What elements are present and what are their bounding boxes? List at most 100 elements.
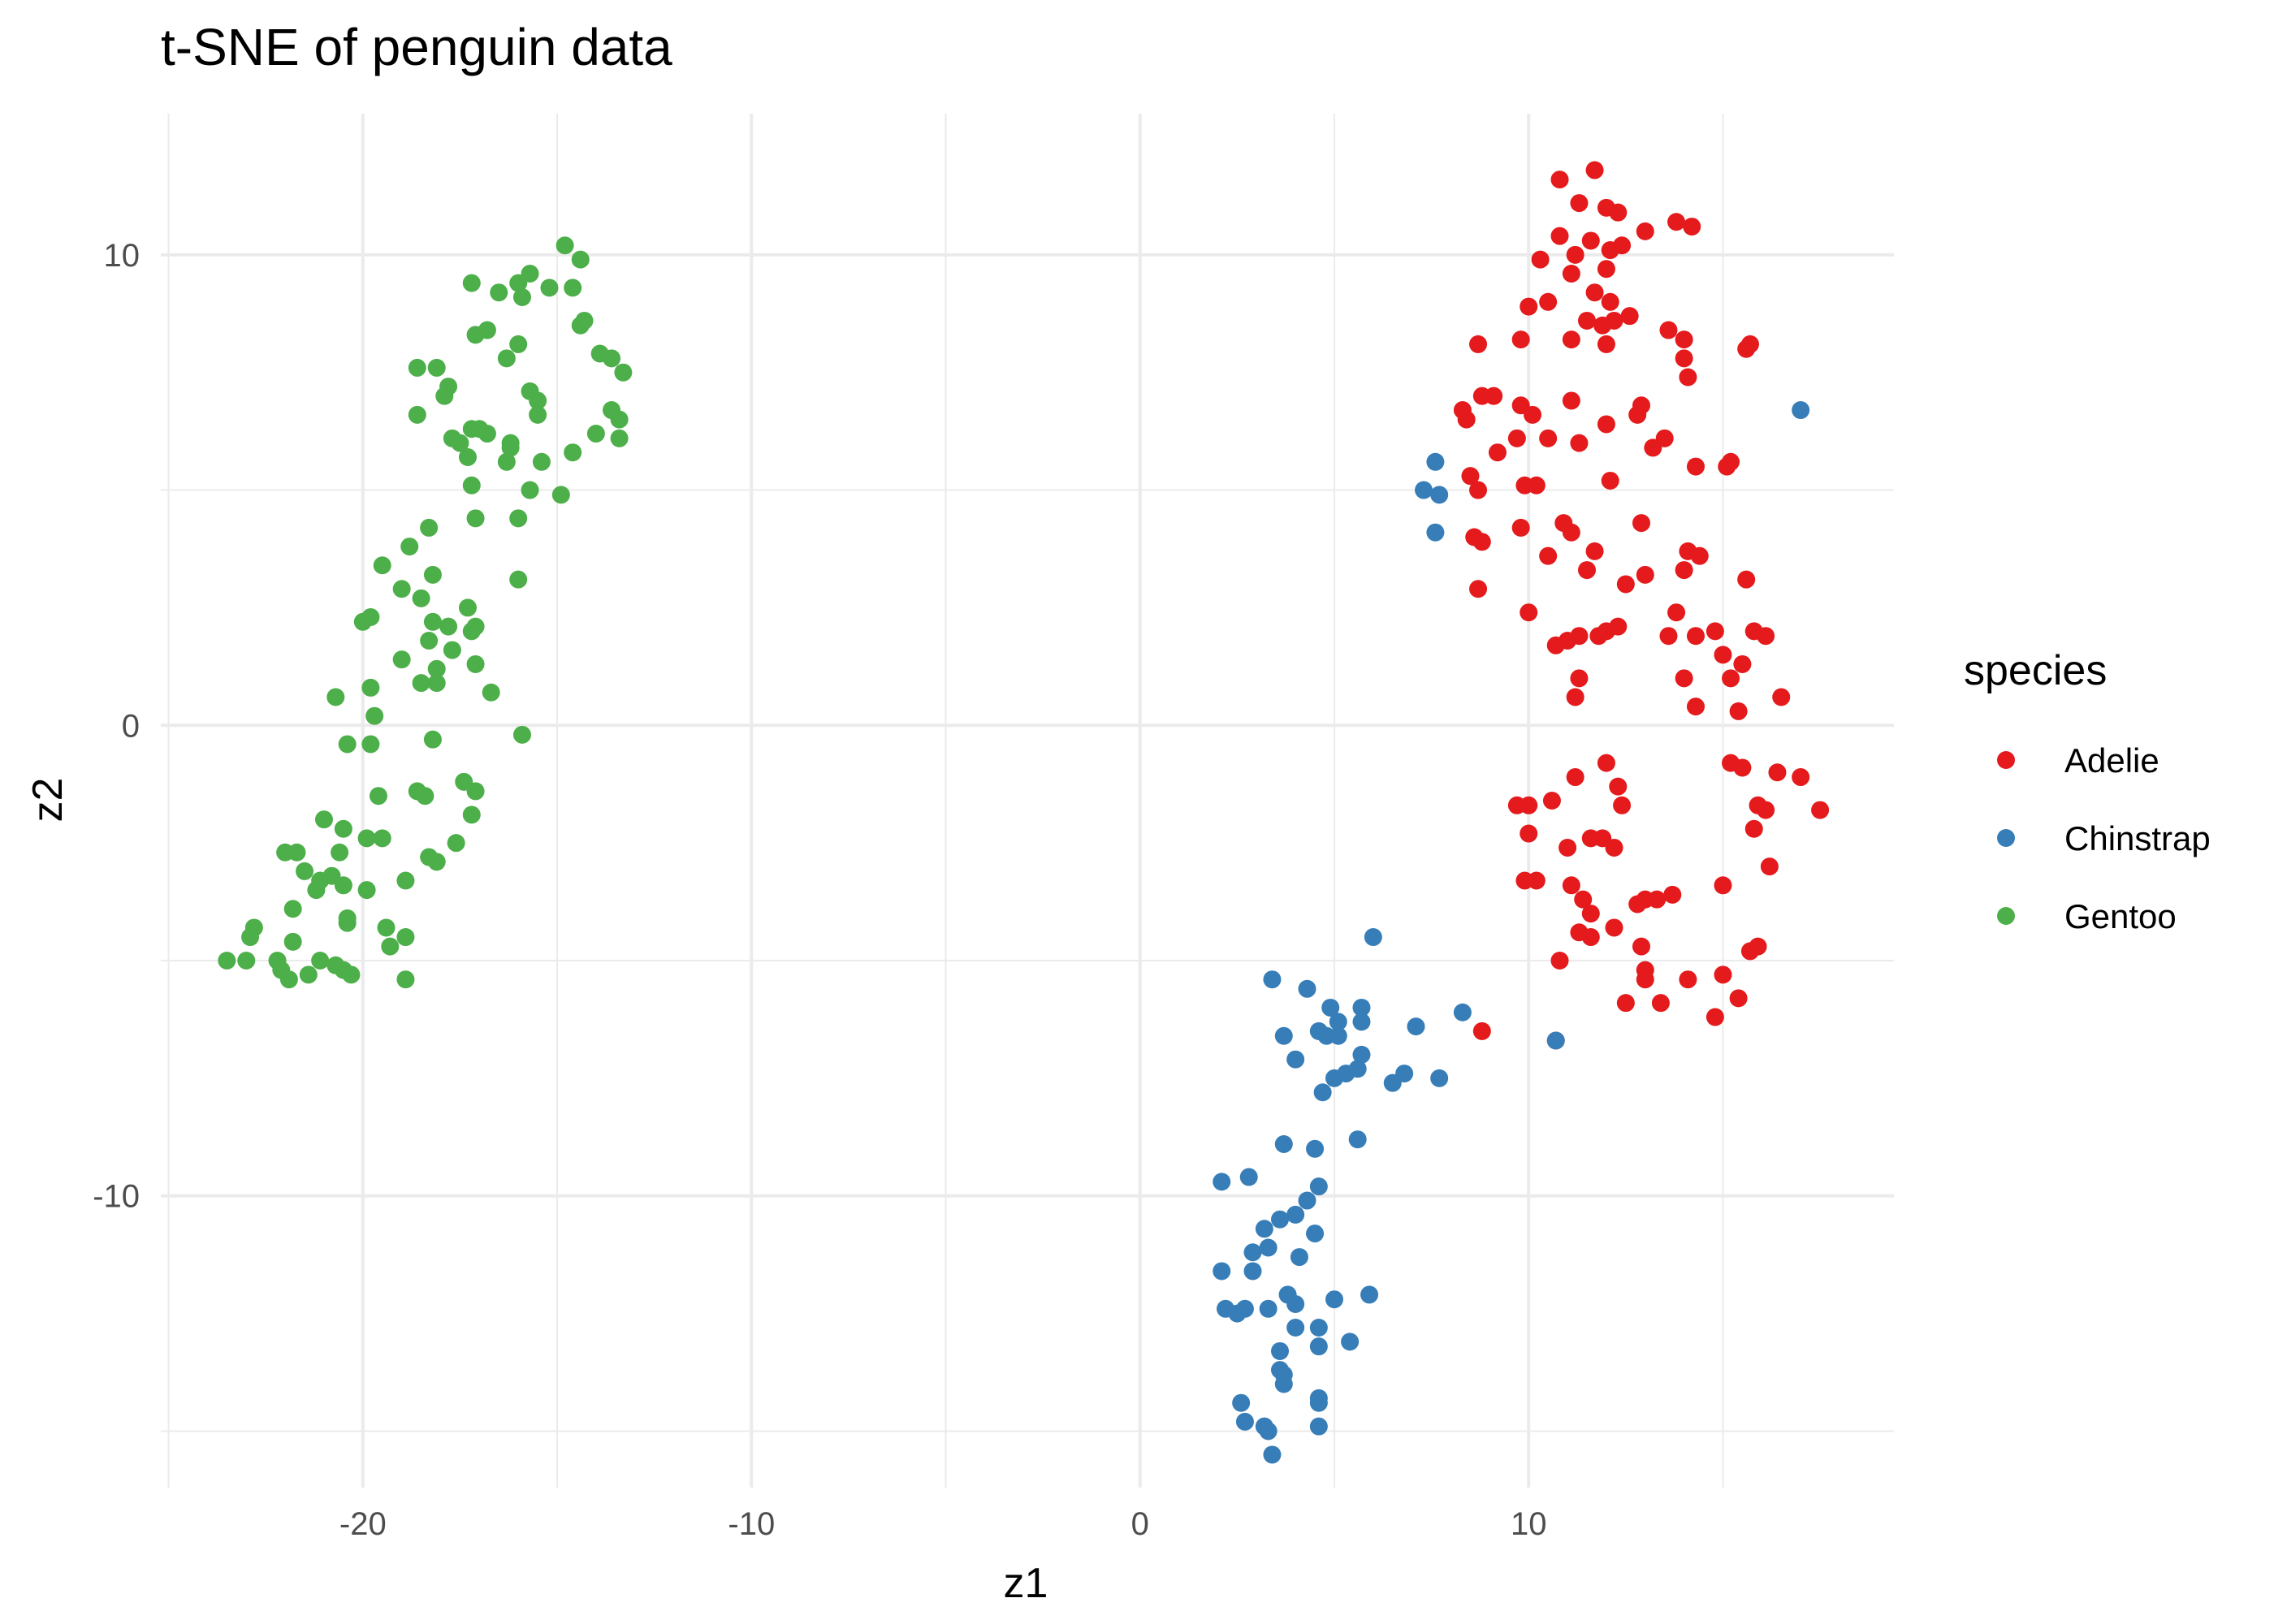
point-adelie (1714, 965, 1732, 984)
point-adelie (1706, 622, 1724, 641)
point-gentoo (447, 834, 465, 853)
x-tick-label: -20 (339, 1506, 387, 1542)
point-gentoo (509, 335, 528, 353)
point-gentoo (571, 250, 590, 269)
point-chinstrap (1426, 452, 1445, 471)
chart-title: t-SNE of penguin data (161, 18, 672, 76)
point-chinstrap (1313, 1083, 1332, 1102)
point-gentoo (416, 787, 434, 806)
point-adelie (1469, 481, 1488, 499)
point-adelie (1546, 636, 1565, 654)
point-adelie (1597, 754, 1615, 772)
point-adelie (1628, 405, 1647, 424)
point-chinstrap (1309, 1417, 1328, 1436)
point-chinstrap (1255, 1220, 1273, 1238)
point-adelie (1714, 876, 1732, 895)
point-gentoo (357, 829, 376, 848)
point-chinstrap (1309, 1177, 1328, 1196)
point-adelie (1636, 565, 1654, 584)
point-adelie (1585, 161, 1604, 179)
point-gentoo (373, 829, 391, 848)
point-chinstrap (1337, 1065, 1355, 1083)
point-adelie (1675, 330, 1693, 349)
point-adelie (1461, 467, 1480, 486)
point-gentoo (466, 654, 485, 673)
point-adelie (1632, 514, 1650, 533)
point-adelie (1679, 368, 1697, 387)
point-adelie (1675, 669, 1693, 688)
point-gentoo (392, 650, 411, 669)
point-gentoo (478, 425, 496, 443)
point-gentoo (408, 405, 426, 424)
legend-title: species (1964, 647, 2107, 694)
point-chinstrap (1309, 1337, 1328, 1356)
point-gentoo (564, 279, 582, 297)
point-adelie (1488, 443, 1507, 462)
x-axis-title: z1 (1004, 1560, 1048, 1607)
point-adelie (1527, 476, 1546, 495)
point-gentoo (423, 730, 442, 749)
point-chinstrap (1453, 1003, 1472, 1021)
point-chinstrap (1263, 970, 1282, 989)
point-adelie (1562, 330, 1580, 349)
point-adelie (1679, 970, 1697, 989)
point-adelie (1511, 330, 1530, 349)
point-adelie (1733, 758, 1752, 777)
point-adelie (1566, 768, 1584, 787)
point-chinstrap (1352, 998, 1371, 1017)
point-adelie (1613, 796, 1632, 814)
point-gentoo (408, 358, 426, 377)
point-adelie (1648, 890, 1667, 909)
point-chinstrap (1341, 1332, 1360, 1351)
point-chinstrap (1243, 1243, 1262, 1262)
point-gentoo (392, 580, 411, 598)
point-adelie (1667, 603, 1686, 622)
point-gentoo (396, 928, 415, 947)
point-chinstrap (1325, 1290, 1343, 1309)
point-chinstrap (1309, 1318, 1328, 1337)
point-adelie (1550, 952, 1569, 970)
point-adelie (1714, 646, 1732, 664)
point-adelie (1749, 937, 1767, 956)
point-gentoo (311, 952, 330, 970)
point-gentoo (296, 862, 314, 880)
point-adelie (1485, 387, 1503, 405)
point-adelie (1550, 171, 1569, 189)
point-chinstrap (1430, 486, 1449, 504)
point-gentoo (283, 900, 302, 918)
y-tick-label: -10 (93, 1179, 140, 1215)
point-chinstrap (1213, 1173, 1231, 1191)
point-chinstrap (1232, 1393, 1251, 1412)
point-chinstrap (1298, 1191, 1316, 1210)
point-adelie (1744, 819, 1763, 838)
point-adelie (1605, 838, 1623, 857)
x-axis-ticks: -20 -10 0 10 (339, 1506, 1547, 1542)
point-gentoo (377, 918, 396, 937)
point-gentoo (396, 970, 415, 989)
point-chinstrap (1235, 1412, 1254, 1431)
point-chinstrap (1259, 1238, 1278, 1257)
point-gentoo (521, 481, 539, 499)
point-adelie (1760, 857, 1779, 876)
point-chinstrap (1290, 1248, 1308, 1267)
point-chinstrap (1426, 523, 1445, 542)
point-gentoo (610, 410, 629, 429)
point-adelie (1469, 580, 1488, 598)
point-gentoo (509, 570, 528, 589)
point-gentoo (279, 970, 298, 989)
point-chinstrap (1298, 979, 1316, 998)
point-gentoo (443, 641, 461, 659)
point-gentoo (423, 565, 442, 584)
point-adelie (1616, 575, 1635, 594)
point-gentoo (564, 443, 582, 462)
point-chinstrap (1364, 928, 1382, 947)
point-chinstrap (1546, 1031, 1565, 1050)
point-adelie (1581, 928, 1600, 947)
point-adelie (1581, 231, 1600, 250)
point-adelie (1811, 801, 1830, 819)
point-gentoo (331, 843, 349, 862)
point-gentoo (361, 608, 380, 627)
point-adelie (1507, 429, 1526, 447)
point-adelie (1520, 796, 1538, 814)
